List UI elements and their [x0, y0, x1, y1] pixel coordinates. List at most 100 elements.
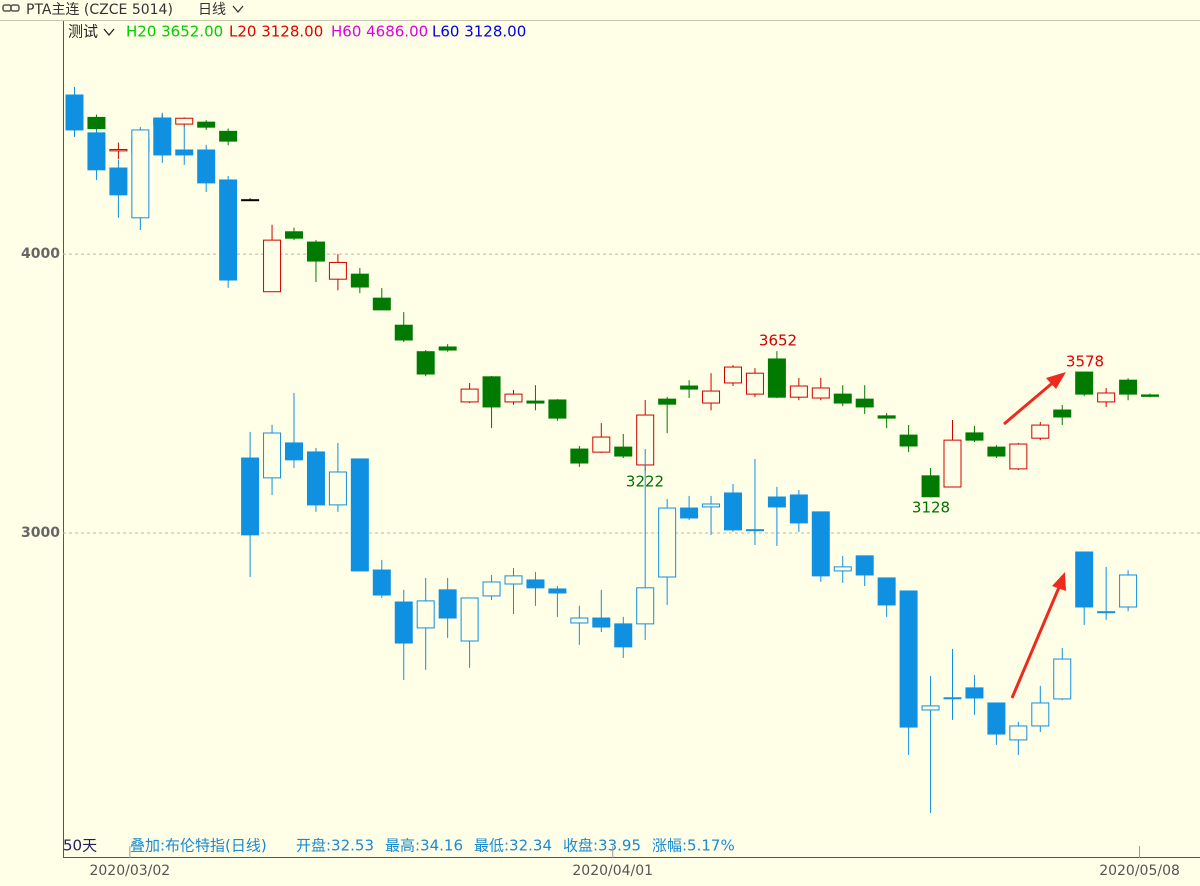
candle-body	[833, 566, 852, 572]
candle-body	[570, 448, 589, 464]
candle-body	[1075, 371, 1094, 395]
candle-body	[1075, 551, 1094, 608]
candle-body	[306, 451, 325, 506]
candle-body	[965, 687, 984, 699]
candle-body	[197, 149, 216, 184]
candle-body	[153, 117, 172, 156]
candle-body	[570, 617, 589, 624]
candle-series	[65, 92, 1160, 498]
candle-body	[548, 588, 567, 594]
candle-body	[219, 130, 238, 142]
footer-days: 50天	[63, 837, 97, 855]
candle-body	[833, 393, 852, 404]
candle-body	[350, 458, 369, 572]
candle-body	[789, 494, 808, 524]
candle-body	[416, 351, 435, 375]
candle-body	[87, 132, 106, 171]
candle-body	[987, 702, 1006, 735]
candle-body	[328, 261, 347, 280]
candle-body	[1141, 394, 1160, 397]
indicator-stat: H20 3652.00	[126, 23, 223, 41]
candle-body	[241, 199, 260, 202]
candle-body	[899, 590, 918, 728]
candle-body	[767, 358, 786, 398]
chart-title: PTA主连 (CZCE 5014)	[26, 2, 173, 18]
candle-body	[614, 623, 633, 648]
candle-body	[702, 503, 721, 508]
link-icon	[2, 4, 20, 12]
candle-body	[592, 436, 611, 453]
candle-body	[285, 442, 303, 461]
candle-body	[943, 697, 962, 700]
candle-body	[811, 511, 830, 577]
candle-body	[855, 398, 874, 408]
indicator-chevron[interactable]	[103, 28, 115, 37]
candle-body	[614, 446, 633, 457]
footer-stat: 涨幅:5.17%	[652, 837, 735, 855]
candle-body	[1009, 725, 1028, 741]
candle-body	[1097, 611, 1116, 614]
arrows	[1003, 372, 1066, 699]
annotation: 3578	[1066, 353, 1104, 371]
y-tick-label: 4000	[21, 246, 60, 262]
candle-body	[372, 297, 391, 311]
candle-body	[1009, 443, 1028, 470]
indicator-stat: L20 3128.00	[229, 23, 323, 41]
candle-body	[1097, 392, 1116, 403]
x-tick-label: 2020/04/01	[572, 863, 653, 879]
candle-body	[724, 492, 742, 531]
candle-body	[65, 94, 84, 131]
candle-body	[175, 117, 194, 125]
candle-series	[65, 86, 1138, 813]
candle-body	[460, 388, 479, 403]
candle-body	[131, 129, 150, 219]
candle-body	[219, 179, 238, 281]
candle-body	[438, 346, 457, 351]
candle-body	[504, 393, 523, 403]
period-chevron[interactable]	[232, 5, 244, 14]
candle-body	[636, 587, 655, 625]
candle-body	[1119, 574, 1138, 608]
candle-body	[328, 471, 347, 506]
footer-overlay: 叠加:布伦特指(日线)	[130, 837, 267, 855]
candle-body	[482, 581, 501, 597]
candle-body	[1031, 702, 1050, 727]
candle-body	[745, 372, 764, 395]
y-tick-label: 3000	[21, 525, 60, 541]
candle-body	[460, 597, 479, 642]
candle-body	[109, 148, 128, 152]
candle-body	[724, 366, 742, 384]
indicator-name[interactable]: 测试	[68, 23, 98, 41]
annotation: 3222	[626, 473, 664, 491]
candle-body	[416, 600, 435, 629]
candle-body	[1053, 658, 1072, 700]
footer-stat: 收盘:33.95	[563, 837, 641, 855]
candle-body	[350, 273, 369, 288]
candle-body	[504, 575, 523, 585]
candle-body	[87, 116, 106, 130]
annotation: 3652	[759, 332, 797, 350]
candle-body	[877, 415, 896, 419]
candle-body	[263, 432, 282, 479]
candle-body	[680, 385, 699, 390]
candle-body	[658, 507, 677, 578]
period[interactable]: 日线	[198, 2, 226, 18]
candle-body	[109, 167, 128, 196]
candle-body	[899, 434, 918, 447]
candle-body	[263, 239, 282, 293]
candle-body	[306, 241, 325, 262]
candle-body	[175, 149, 194, 156]
candle-body	[767, 496, 786, 508]
candle-body	[789, 385, 808, 398]
footer-stat: 开盘:32.53	[296, 837, 374, 855]
x-tick-label: 2020/03/02	[89, 863, 170, 879]
candle-body	[285, 231, 303, 239]
candle-body	[877, 577, 896, 606]
candle-body	[526, 579, 545, 589]
candle-body	[548, 399, 567, 419]
candle-body	[965, 432, 984, 441]
x-tick-label: 2020/05/08	[1099, 863, 1180, 879]
candle-body	[197, 121, 216, 128]
